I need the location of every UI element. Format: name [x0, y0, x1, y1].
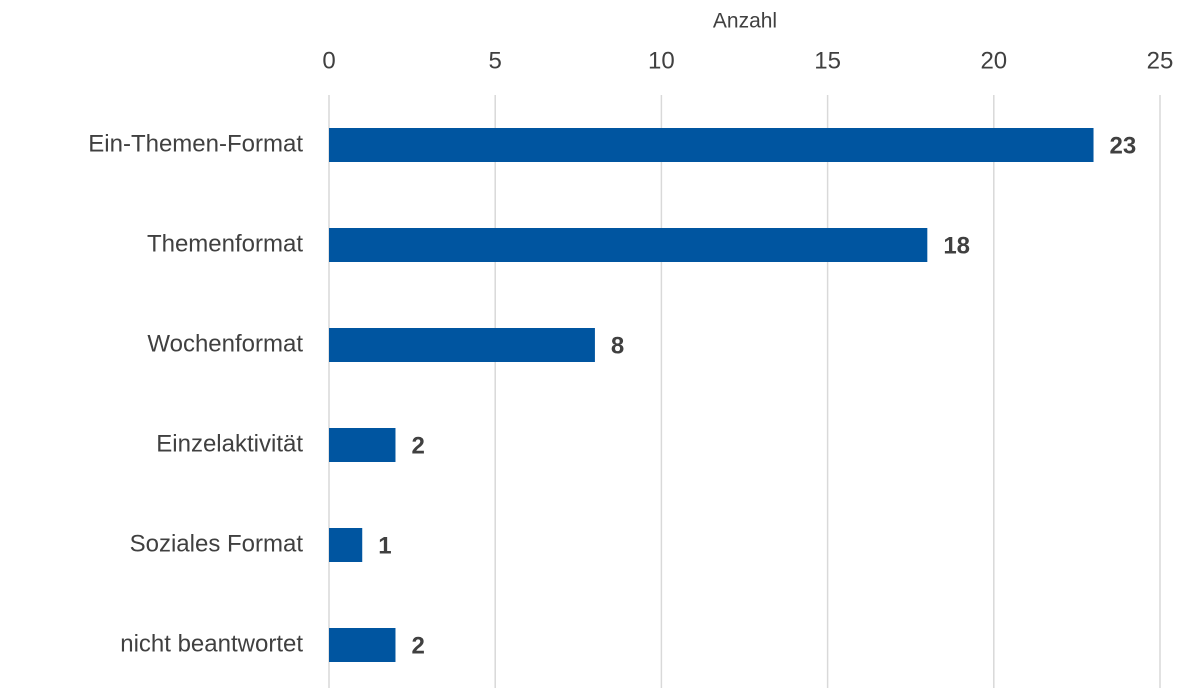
- y-tick-label: Themenformat: [147, 230, 303, 257]
- data-label: 2: [411, 432, 424, 459]
- bar: [329, 628, 396, 662]
- y-tick-label: Einzelaktivität: [156, 430, 303, 457]
- y-tick-label: Ein-Themen-Format: [88, 130, 303, 157]
- bar: [329, 328, 595, 362]
- data-label: 1: [378, 532, 391, 559]
- x-tick-label: 25: [1147, 47, 1174, 74]
- data-label: 8: [611, 332, 624, 359]
- y-tick-label: Wochenformat: [147, 330, 303, 357]
- bar: [329, 128, 1094, 162]
- bar: [329, 428, 396, 462]
- data-label: 2: [411, 632, 424, 659]
- y-tick-label: Soziales Format: [130, 530, 304, 557]
- x-tick-label: 5: [489, 47, 502, 74]
- y-tick-label: nicht beantwortet: [120, 630, 303, 657]
- bar: [329, 228, 928, 262]
- x-tick-label: 20: [980, 47, 1007, 74]
- x-tick-label: 15: [814, 47, 841, 74]
- x-tick-label: 10: [648, 47, 675, 74]
- bar: [329, 528, 363, 562]
- axis-title: Anzahl: [713, 10, 777, 33]
- data-label: 18: [943, 232, 970, 259]
- data-label: 23: [1110, 132, 1137, 159]
- x-tick-label: 0: [322, 47, 335, 74]
